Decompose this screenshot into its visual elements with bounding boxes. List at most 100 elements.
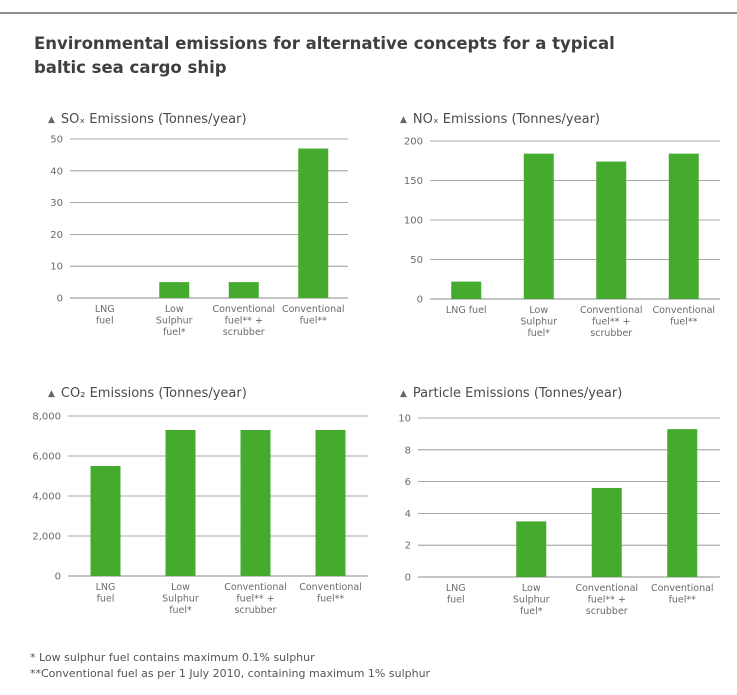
chart-title-text: CO₂ Emissions (Tonnes/year) — [60, 386, 247, 401]
bar — [451, 281, 482, 299]
x-category-label: LNG fuel — [95, 304, 115, 327]
y-tick-label: 100 — [404, 216, 423, 227]
y-tick-label: 2,000 — [32, 532, 61, 543]
nox-chart-svg: 0 50 100 150 200 LNG fuel Low Sulphur fuel* Conve… — [404, 137, 720, 339]
x-category-label-line: Low — [522, 583, 541, 594]
y-tick-label: 150 — [404, 176, 423, 187]
y-tick-label: 0 — [405, 573, 411, 584]
chart-title: ▲ CO₂ Emissions (Tonnes/year) — [48, 386, 247, 401]
y-tick-label: 2 — [405, 541, 411, 552]
bar — [298, 148, 329, 298]
x-category-label-line: LNG fuel — [446, 305, 487, 316]
chart-title-text: Particle Emissions (Tonnes/year) — [412, 386, 623, 401]
bar — [516, 521, 547, 577]
y-tick-label: 0 — [55, 572, 61, 583]
y-tick-label: 30 — [50, 198, 63, 209]
y-tick-label: 8,000 — [32, 412, 61, 423]
x-category-label-line: Conventional — [212, 304, 275, 315]
x-category-label-line: scrubber — [235, 605, 277, 616]
x-category-label-line: Conventional — [299, 582, 362, 593]
x-category-label-line: Sulphur — [162, 594, 199, 605]
y-tick-label: 50 — [410, 255, 423, 266]
up-arrow-icon: ▲ — [400, 115, 407, 125]
x-category-label-line: LNG — [95, 304, 115, 315]
chart-title-text: SOₓ Emissions (Tonnes/year) — [60, 112, 247, 127]
y-tick-label: 40 — [50, 166, 63, 177]
x-category-label-line: Conventional — [652, 305, 715, 316]
x-category-label-line: LNG — [446, 583, 466, 594]
x-category-label: Conventional fuel** — [282, 304, 345, 327]
y-tick-label: 6,000 — [32, 452, 61, 463]
x-category-label-line: fuel** + — [236, 594, 274, 605]
y-tick-label: 10 — [50, 262, 63, 273]
particle-chart-svg: 0 2 4 6 8 10 LNG fuel Low Sulphur fuel* Conventiona… — [398, 414, 720, 617]
x-category-label-line: Sulphur — [156, 316, 193, 327]
bar — [315, 430, 346, 576]
so2-chart-svg: 0 10 20 30 40 50 LNG fuel Low Sulphur fuel* Convent… — [50, 135, 348, 338]
x-category-label-line: Low — [171, 582, 190, 593]
x-category-label: Conventional fuel** + scrubber — [224, 582, 287, 616]
x-category-label-line: fuel* — [169, 605, 192, 616]
chart-title: ▲ NOₓ Emissions (Tonnes/year) — [400, 112, 600, 127]
nox-chart-panel: ▲ NOₓ Emissions (Tonnes/year) 0 50 100 150 20… — [400, 112, 720, 362]
x-category-label: LNG fuel — [96, 582, 116, 605]
particle-chart-panel: ▲ Particle Emissions (Tonnes/year) 0 2 4 6 8 1… — [398, 386, 720, 636]
x-category-label: LNG fuel — [446, 305, 487, 316]
bar — [228, 282, 259, 298]
x-category-label-line: Conventional — [282, 304, 345, 315]
up-arrow-icon: ▲ — [48, 389, 55, 399]
x-category-label-line: Low — [529, 305, 548, 316]
x-category-label-line: Conventional — [575, 583, 638, 594]
x-category-label-line: fuel — [97, 594, 115, 605]
x-category-label-line: Sulphur — [520, 317, 557, 328]
bar — [90, 466, 121, 576]
x-category-label-line: fuel* — [527, 328, 550, 339]
x-category-label: Conventional fuel** + scrubber — [580, 305, 643, 339]
bar — [596, 161, 627, 299]
y-tick-label: 200 — [404, 137, 423, 148]
x-category-label: Conventional fuel** — [652, 305, 715, 328]
bar — [165, 430, 196, 576]
y-tick-label: 20 — [50, 230, 63, 241]
y-tick-label: 4,000 — [32, 492, 61, 503]
y-tick-label: 0 — [57, 294, 63, 305]
bar — [159, 282, 190, 298]
bar — [591, 487, 622, 577]
y-tick-label: 10 — [398, 414, 411, 425]
bar — [668, 153, 699, 299]
x-category-label-line: Sulphur — [513, 595, 550, 606]
so2-chart-panel: ▲ SOₓ Emissions (Tonnes/year) 0 10 20 30 40 50… — [48, 112, 348, 362]
y-tick-label: 0 — [417, 295, 423, 306]
up-arrow-icon: ▲ — [48, 115, 55, 125]
x-category-label-line: Conventional — [651, 583, 714, 594]
x-category-label-line: fuel — [447, 595, 465, 606]
top-divider — [0, 12, 737, 14]
x-category-label-line: fuel** + — [592, 317, 630, 328]
bar — [667, 429, 698, 577]
x-category-label-line: fuel* — [163, 327, 186, 338]
y-tick-label: 8 — [405, 445, 411, 456]
y-tick-label: 4 — [405, 509, 411, 520]
footnote-low-sulphur: * Low sulphur fuel contains maximum 0.1%… — [30, 651, 315, 664]
x-category-label: LNG fuel — [446, 583, 466, 606]
x-category-label: Conventional fuel** — [299, 582, 362, 605]
x-category-label-line: fuel** + — [588, 595, 626, 606]
x-category-label-line: fuel** — [300, 316, 328, 327]
x-category-label-line: scrubber — [223, 327, 265, 338]
up-arrow-icon: ▲ — [400, 389, 407, 399]
chart-title: ▲ SOₓ Emissions (Tonnes/year) — [48, 112, 247, 127]
x-category-label-line: LNG — [96, 582, 116, 593]
x-category-label-line: fuel** — [670, 317, 698, 328]
footnote-conventional: **Conventional fuel as per 1 July 2010, … — [30, 667, 431, 680]
bar — [240, 430, 271, 576]
x-category-label: Conventional fuel** + scrubber — [575, 583, 638, 617]
x-category-label: Low Sulphur fuel* — [156, 304, 193, 338]
x-category-label: Low Sulphur fuel* — [162, 582, 199, 616]
chart-title: ▲ Particle Emissions (Tonnes/year) — [400, 386, 622, 401]
bar — [523, 153, 554, 299]
x-category-label-line: fuel** + — [225, 316, 263, 327]
x-category-label: Low Sulphur fuel* — [520, 305, 557, 339]
y-tick-label: 50 — [50, 135, 63, 146]
x-category-label: Conventional fuel** + scrubber — [212, 304, 275, 338]
